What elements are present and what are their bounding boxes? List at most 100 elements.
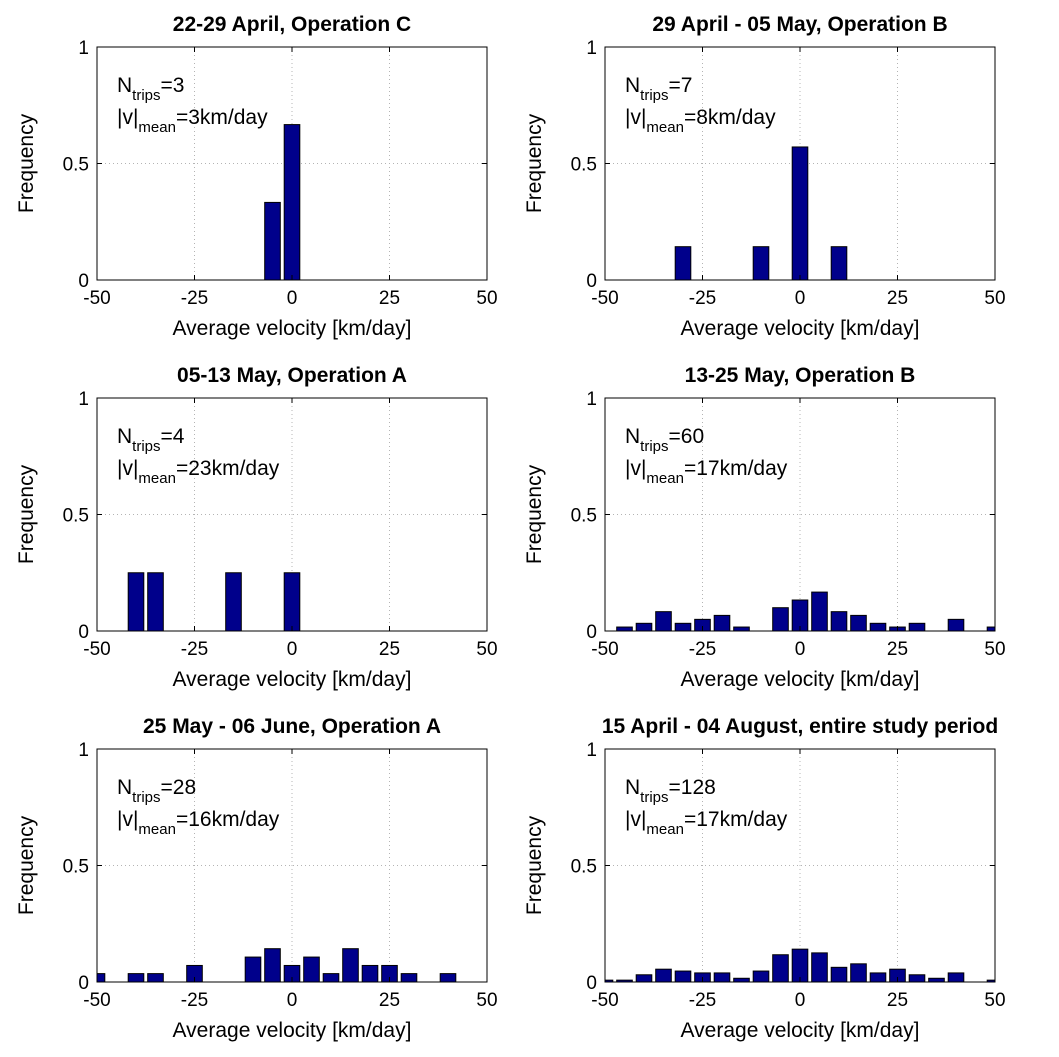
x-tick-label: -50 [591, 288, 618, 309]
x-tick-label: -25 [689, 288, 716, 309]
y-axis-label: Frequency [523, 113, 546, 213]
x-tick-label: 0 [287, 639, 298, 660]
n-trips-value: =128 [669, 776, 716, 799]
histogram-bar [127, 973, 145, 983]
histogram-bar [303, 956, 320, 983]
n-trips-symbol: N [117, 425, 132, 448]
histogram-bar [947, 618, 965, 632]
x-tick-label: 25 [887, 990, 908, 1011]
x-tick-label: 50 [984, 990, 1005, 1011]
mean-velocity-annotation: |v|mean=17km/day [625, 457, 788, 487]
x-tick-label: 25 [379, 288, 400, 309]
x-tick-label: -25 [689, 990, 716, 1011]
x-tick-label: -25 [181, 639, 208, 660]
x-tick-label: 25 [887, 288, 908, 309]
x-axis-label: Average velocity [km/day] [173, 1019, 412, 1042]
y-tick-label: 0.5 [571, 155, 597, 176]
mean-velocity-value: =16km/day [176, 808, 280, 831]
histogram-bar [908, 622, 926, 632]
x-tick-label: 50 [984, 639, 1005, 660]
chart-title: 05-13 May, Operation A [177, 364, 407, 387]
y-tick-label: 0.5 [571, 506, 597, 527]
mean-velocity-annotation: |v|mean=17km/day [625, 808, 788, 838]
histogram-bar [752, 246, 770, 281]
mean-velocity-symbol: |v| [117, 106, 138, 129]
y-tick-label: 0.5 [571, 857, 597, 878]
mean-velocity-value: =17km/day [684, 457, 788, 480]
n-trips-symbol: N [117, 74, 132, 97]
mean-velocity-symbol: |v| [625, 808, 646, 831]
mean-velocity-symbol: |v| [625, 106, 646, 129]
y-tick-label: 1 [586, 389, 597, 410]
x-tick-label: 0 [287, 990, 298, 1011]
x-tick-label: 0 [795, 288, 806, 309]
x-tick-label: 0 [795, 990, 806, 1011]
x-tick-label: -25 [181, 990, 208, 1011]
histogram-bar [283, 124, 301, 281]
mean-velocity-subscript: mean [138, 821, 176, 838]
n-trips-annotation: Ntrips=128 [625, 776, 716, 806]
histogram-bar [713, 972, 731, 983]
n-trips-subscript: trips [132, 789, 160, 806]
histogram-bar [655, 611, 672, 632]
mean-velocity-annotation: |v|mean=3km/day [117, 106, 268, 136]
x-tick-label: -50 [591, 639, 618, 660]
histogram-bar [244, 956, 262, 983]
x-tick-label: 50 [476, 990, 497, 1011]
histogram-bar [830, 246, 848, 281]
n-trips-subscript: trips [640, 789, 668, 806]
y-tick-label: 1 [78, 389, 89, 410]
histogram-bar [264, 201, 281, 281]
mean-velocity-symbol: |v| [625, 457, 646, 480]
chart-title: 25 May - 06 June, Operation A [143, 715, 441, 738]
histogram-bar [674, 622, 692, 632]
n-trips-annotation: Ntrips=60 [625, 425, 704, 455]
n-trips-symbol: N [625, 776, 640, 799]
histogram-bar [264, 948, 281, 983]
histogram-bar [635, 622, 653, 632]
x-axis-label: Average velocity [km/day] [173, 668, 412, 691]
y-tick-label: 1 [78, 740, 89, 761]
mean-velocity-annotation: |v|mean=8km/day [625, 106, 776, 136]
x-axis-label: Average velocity [km/day] [681, 317, 920, 340]
histogram-bar [869, 972, 887, 983]
n-trips-value: =28 [161, 776, 197, 799]
histogram-bar [947, 972, 965, 983]
histogram-bar [635, 974, 653, 983]
mean-velocity-subscript: mean [646, 821, 684, 838]
histogram-bar [674, 970, 692, 983]
x-tick-label: -50 [83, 990, 110, 1011]
x-tick-label: 25 [379, 639, 400, 660]
n-trips-symbol: N [625, 74, 640, 97]
mean-velocity-annotation: |v|mean=16km/day [117, 808, 280, 838]
histogram-bar [616, 626, 633, 632]
mean-velocity-annotation: |v|mean=23km/day [117, 457, 280, 487]
mean-velocity-subscript: mean [646, 119, 684, 136]
y-tick-label: 0 [586, 271, 597, 292]
x-axis-label: Average velocity [km/day] [173, 317, 412, 340]
histogram-bar [733, 977, 750, 983]
x-tick-label: 50 [476, 288, 497, 309]
histogram-bar [400, 973, 418, 983]
histogram-bar [811, 591, 828, 632]
histogram-bar [147, 572, 164, 632]
y-tick-label: 0 [78, 973, 89, 994]
n-trips-subscript: trips [640, 438, 668, 455]
n-trips-value: =3 [161, 74, 185, 97]
y-tick-label: 0.5 [63, 506, 89, 527]
histogram-bar [342, 948, 359, 983]
n-trips-subscript: trips [132, 438, 160, 455]
y-tick-label: 0 [78, 271, 89, 292]
n-trips-subscript: trips [132, 87, 160, 104]
n-trips-annotation: Ntrips=3 [117, 74, 184, 104]
x-tick-label: 0 [795, 639, 806, 660]
histogram-bar [850, 614, 867, 632]
n-trips-subscript: trips [640, 87, 668, 104]
histogram-bar [96, 973, 106, 983]
mean-velocity-value: =3km/day [176, 106, 268, 129]
chart-title: 15 April - 04 August, entire study perio… [602, 715, 998, 738]
mean-velocity-symbol: |v| [117, 808, 138, 831]
histogram-bar [772, 607, 789, 632]
x-tick-label: -50 [591, 990, 618, 1011]
